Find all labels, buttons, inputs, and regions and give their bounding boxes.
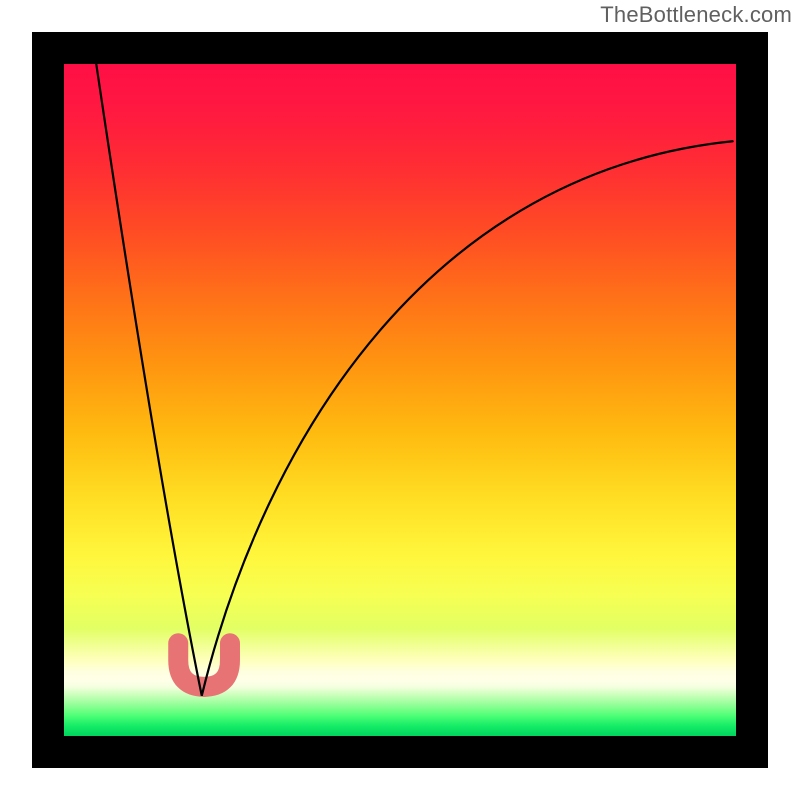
gradient-background bbox=[64, 64, 736, 736]
figure-container: TheBottleneck.com bbox=[0, 0, 800, 800]
watermark-text: TheBottleneck.com bbox=[600, 0, 800, 28]
plot-area bbox=[32, 32, 768, 768]
plot-svg bbox=[32, 32, 768, 768]
